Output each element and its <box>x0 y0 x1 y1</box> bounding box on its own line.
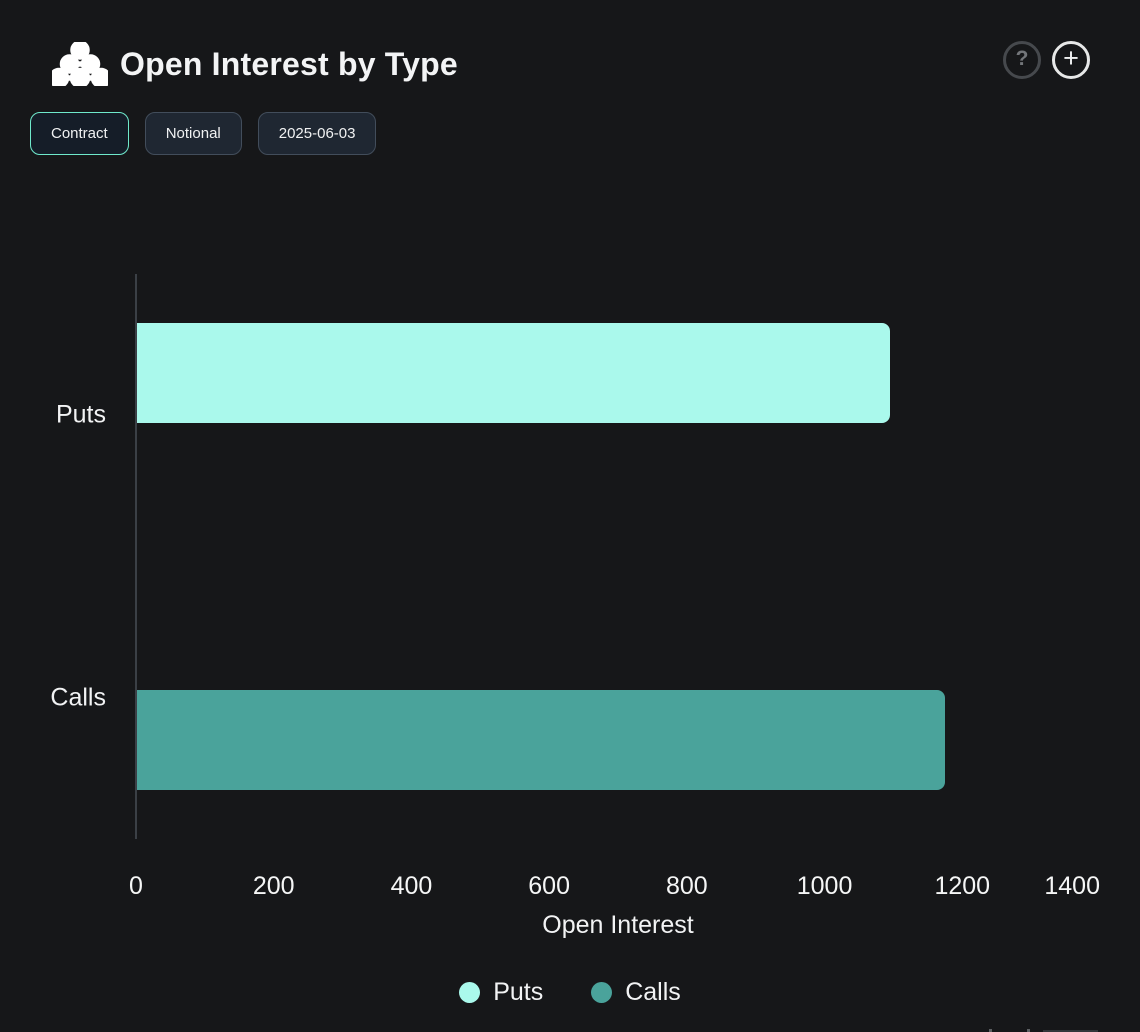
legend: Puts Calls <box>0 978 1140 1007</box>
add-icon[interactable]: + <box>1052 41 1090 79</box>
cutoff-artifact <box>989 1029 992 1032</box>
y-axis-label-calls: Calls <box>50 683 106 712</box>
bar-puts[interactable] <box>137 323 890 424</box>
header-actions: ? + <box>1003 41 1090 79</box>
legend-swatch-puts <box>459 982 481 1003</box>
cutoff-artifact <box>1043 1030 1098 1032</box>
contract-button[interactable]: Contract <box>30 112 129 155</box>
date-button[interactable]: 2025-06-03 <box>257 112 377 155</box>
x-axis-tick-label: 200 <box>252 872 295 900</box>
toolbar: Contract Notional 2025-06-03 <box>30 112 377 155</box>
page-title: Open Interest by Type <box>120 45 458 82</box>
x-axis-tick-label: 400 <box>390 872 433 900</box>
notional-button[interactable]: Notional <box>144 112 242 155</box>
help-icon[interactable]: ? <box>1003 41 1041 79</box>
cutoff-artifact <box>1027 1029 1030 1032</box>
x-axis-tick-label: 1200 <box>934 872 991 900</box>
legend-label: Puts <box>493 978 544 1006</box>
help-glyph: ? <box>1015 47 1029 70</box>
x-axis-tick-label: 800 <box>665 872 708 900</box>
y-axis-label-puts: Puts <box>55 400 106 429</box>
x-axis-tick-label: 600 <box>528 872 570 900</box>
y-axis-line <box>135 274 137 839</box>
legend-label: Calls <box>625 978 681 1006</box>
app-logo-icon <box>48 40 112 89</box>
plus-glyph: + <box>1063 42 1079 73</box>
x-axis-title: Open Interest <box>542 911 694 939</box>
bar-calls[interactable] <box>137 689 945 790</box>
legend-swatch-calls <box>591 982 613 1003</box>
legend-item-puts[interactable]: Puts <box>459 978 543 1007</box>
legend-item-calls[interactable]: Calls <box>591 978 681 1007</box>
header: Open Interest by Type <box>48 38 458 90</box>
x-axis-tick-label: 1400 <box>1044 872 1100 900</box>
x-axis-tick-label: 0 <box>129 872 143 900</box>
x-axis-tick-label: 1000 <box>796 872 853 900</box>
